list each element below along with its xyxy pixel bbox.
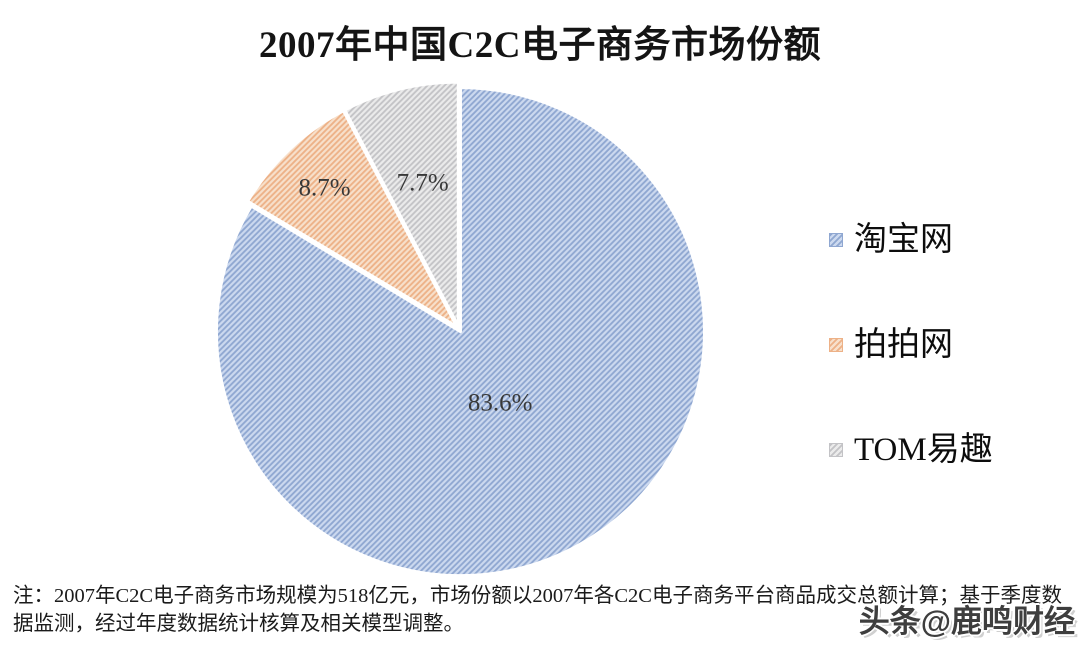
chart-legend: 淘宝网 拍拍网 TOM易趣: [829, 218, 993, 533]
legend-label-paipai: 拍拍网: [854, 326, 953, 363]
chart-title: 2007年中国C2C电子商务市场份额: [259, 25, 821, 66]
pie-slice-3: [343, 80, 460, 328]
legend-label-tom-eachnet: TOM易趣: [854, 431, 993, 468]
watermark: 头条@鹿鸣财经: [858, 604, 1075, 639]
legend-label-taobao: 淘宝网: [854, 221, 953, 258]
pie-slice-label: 83.6%: [468, 389, 533, 416]
chart-footnote: 注：2007年C2C电子商务市场规模为518亿元，市场份额以2007年各C2C电…: [13, 585, 1062, 636]
legend-swatch-paipai: [829, 338, 843, 352]
legend-swatch-taobao: [829, 233, 843, 247]
legend-item-paipai: 拍拍网: [829, 323, 993, 367]
legend-swatch-tom-eachnet: [829, 443, 843, 457]
pie-slice-label: 8.7%: [299, 174, 351, 201]
pie-slice-2: [246, 109, 459, 329]
legend-item-tom-eachnet: TOM易趣: [829, 428, 993, 472]
legend-item-taobao: 淘宝网: [829, 218, 993, 262]
pie-slice-label: 7.7%: [397, 169, 449, 196]
pie-slice-1: [214, 86, 706, 578]
